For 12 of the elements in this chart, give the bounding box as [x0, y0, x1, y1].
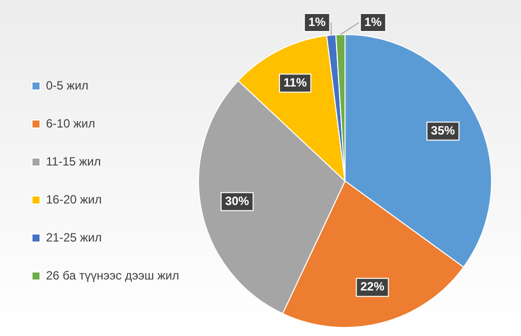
data-label: 22%	[360, 280, 385, 294]
legend-label: 0-5 жил	[46, 78, 88, 92]
legend-label: 11-15 жил	[46, 154, 101, 168]
data-label: 1%	[308, 14, 326, 29]
data-label: 30%	[225, 194, 250, 208]
data-label: 35%	[430, 123, 456, 138]
legend-label: 6-10 жил	[46, 116, 96, 130]
data-label: 1%	[364, 14, 382, 29]
data-label: 11%	[283, 75, 308, 90]
legend-label: 16-20 жил	[46, 192, 102, 206]
legend-label: 26 ба түүнээс дээш жил	[46, 268, 180, 282]
legend-label: 21-25 жил	[46, 230, 102, 244]
